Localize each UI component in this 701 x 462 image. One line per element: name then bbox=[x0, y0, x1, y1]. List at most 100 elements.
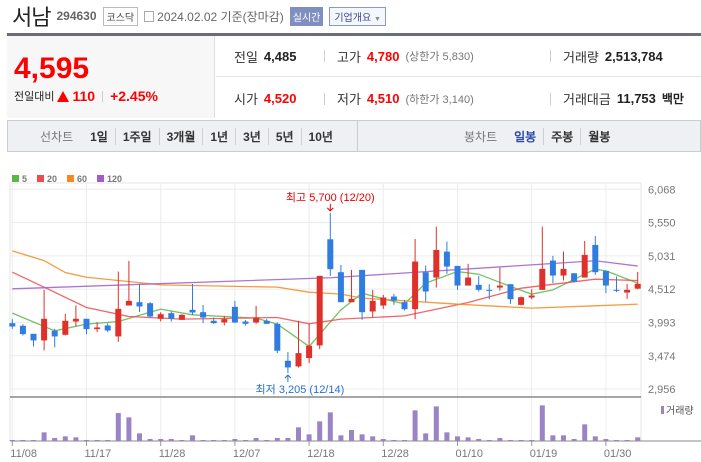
period-3y[interactable]: 3년 bbox=[235, 127, 268, 145]
candle-down bbox=[30, 333, 37, 341]
candle-up bbox=[316, 275, 323, 346]
period-1d[interactable]: 1일 bbox=[90, 129, 108, 144]
info-row-1: 전일 4,485 고가 4,780 (상한가 5,830) 거래량 2,513,784 bbox=[216, 36, 701, 77]
candle-up bbox=[178, 314, 185, 320]
candle-monthly[interactable]: 월봉 bbox=[580, 127, 617, 145]
info-row-2: 시가 4,520 저가 4,510 (하한가 3,140) 거래대금 11,753 백만 bbox=[216, 78, 701, 119]
candle-up bbox=[539, 268, 546, 290]
low-price: 저가 4,510 (하한가 3,140) bbox=[324, 89, 474, 108]
volume-bar bbox=[402, 440, 407, 441]
volume-bar bbox=[423, 433, 429, 441]
volume-bar bbox=[105, 440, 111, 441]
volume-bar bbox=[635, 437, 641, 441]
candle-up bbox=[115, 308, 122, 337]
volume-bar bbox=[561, 435, 566, 441]
prev-close: 전일 4,485 bbox=[234, 47, 296, 66]
period-5y[interactable]: 5년 bbox=[267, 127, 301, 145]
candle-weekly[interactable]: 주봉 bbox=[543, 127, 580, 145]
volume-bar bbox=[158, 439, 164, 441]
low-annotation: 최저 3,205 (12/14) bbox=[256, 383, 345, 396]
candle-up bbox=[369, 300, 376, 312]
current-price: 4,595 bbox=[14, 52, 90, 85]
legend-ma60: 60 bbox=[67, 174, 87, 184]
candle-down bbox=[327, 239, 334, 270]
volume-bar bbox=[476, 439, 482, 441]
period-10y[interactable]: 10년 bbox=[300, 127, 340, 145]
x-tick-label: 11/28 bbox=[159, 448, 186, 460]
candle-down bbox=[189, 309, 196, 313]
period-1y[interactable]: 1년 bbox=[202, 127, 235, 145]
up-triangle-icon bbox=[57, 90, 70, 102]
realtime-button[interactable]: 실시간 bbox=[289, 6, 324, 26]
date-text: 2024.02.02 bbox=[157, 9, 218, 24]
candle-down bbox=[168, 313, 175, 319]
company-info-dropdown[interactable]: 기업개요 ▼ bbox=[329, 6, 386, 26]
volume-bar bbox=[349, 430, 354, 441]
candle-down bbox=[210, 320, 217, 324]
ma60-line bbox=[12, 250, 638, 309]
volume-bar bbox=[370, 436, 376, 441]
volume-bar bbox=[41, 432, 47, 441]
label: 거래량 bbox=[563, 49, 599, 65]
candle-down bbox=[104, 325, 111, 331]
candle-up bbox=[465, 277, 472, 286]
candle-up bbox=[560, 268, 567, 276]
candle-down bbox=[359, 269, 366, 313]
candle-down bbox=[337, 272, 344, 303]
volume-bar bbox=[614, 440, 619, 441]
calendar-icon bbox=[144, 10, 155, 22]
ma120-line bbox=[12, 260, 638, 290]
candle-down bbox=[242, 321, 249, 324]
volume-bar bbox=[508, 440, 513, 441]
volume-bar bbox=[444, 432, 450, 441]
candle-chart-periods: 봉차트 일봉 주봉 월봉 bbox=[358, 121, 617, 151]
candle-down bbox=[83, 318, 90, 330]
volume-bar bbox=[327, 412, 333, 441]
separator bbox=[102, 90, 104, 102]
volume-bar bbox=[338, 435, 344, 441]
line-chart-label: 선차트 bbox=[40, 129, 74, 144]
price-change: 전일대비 110 +2.45% bbox=[14, 88, 158, 104]
candle-down bbox=[443, 251, 450, 267]
value: 4,520 bbox=[263, 91, 297, 106]
unit: 백만 bbox=[661, 92, 684, 106]
candle-up bbox=[412, 261, 419, 310]
candle-up bbox=[624, 289, 631, 293]
candle-up bbox=[496, 285, 503, 288]
lower-limit: (하한가 3,140) bbox=[405, 93, 474, 106]
volume-bar bbox=[306, 434, 312, 441]
volume-bar bbox=[62, 436, 68, 441]
volume-bar bbox=[624, 440, 630, 441]
volume-bar bbox=[137, 433, 142, 441]
volume-bar bbox=[243, 440, 248, 441]
candle-up bbox=[253, 317, 260, 323]
candle-down bbox=[613, 289, 620, 291]
divider bbox=[7, 33, 701, 36]
volume-bar bbox=[179, 440, 185, 441]
label: 거래대금 bbox=[563, 92, 611, 107]
y-tick-label: 4,512 bbox=[648, 284, 676, 296]
volume-bar bbox=[200, 440, 206, 441]
period-1w[interactable]: 1주일 bbox=[114, 127, 159, 145]
candle-down bbox=[422, 272, 429, 292]
value: 11,753 bbox=[616, 91, 656, 106]
chevron-down-icon: ▼ bbox=[373, 15, 381, 23]
period-3m[interactable]: 3개월 bbox=[158, 127, 203, 145]
volume-bar bbox=[84, 440, 89, 441]
volume-bar bbox=[168, 439, 174, 441]
candle-down bbox=[231, 306, 238, 323]
candle-up bbox=[433, 249, 440, 278]
volume-bar bbox=[52, 438, 58, 441]
volume-bar bbox=[274, 438, 280, 441]
volume-bar bbox=[433, 406, 439, 441]
x-tick-label: 12/28 bbox=[381, 448, 409, 460]
candle-daily[interactable]: 일봉 bbox=[514, 129, 537, 144]
basis-text: 기준(장마감) bbox=[220, 9, 284, 24]
value: 4,510 bbox=[366, 91, 400, 106]
volume-bar bbox=[296, 427, 301, 441]
candle-up bbox=[528, 295, 535, 298]
x-tick-label: 12/18 bbox=[307, 448, 335, 460]
high-annotation: 최고 5,700 (12/20) bbox=[286, 191, 375, 204]
volume-bar bbox=[94, 440, 100, 441]
